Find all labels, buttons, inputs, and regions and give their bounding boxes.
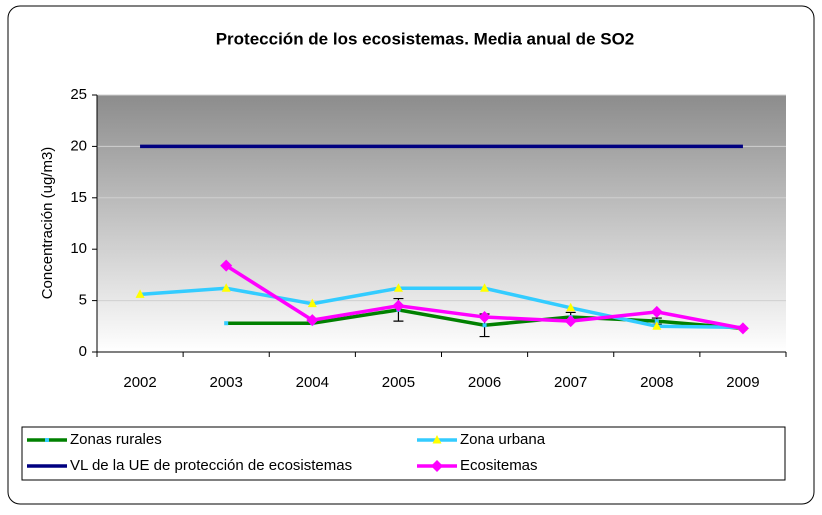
marker <box>736 322 749 335</box>
marker <box>566 302 576 312</box>
marker <box>307 298 317 308</box>
legend <box>21 426 786 481</box>
y-tick-label: 0 <box>79 343 87 360</box>
series-line <box>139 286 743 330</box>
marker <box>650 305 663 318</box>
x-tick-label: 2006 <box>468 374 501 391</box>
marker <box>480 283 490 292</box>
y-tick-label: 15 <box>70 189 87 206</box>
x-tick-label: 2004 <box>296 374 329 391</box>
marker <box>652 321 662 330</box>
y-tick-label: 25 <box>70 86 87 103</box>
marker <box>392 299 405 312</box>
legend-label: Zonas rurales <box>70 431 162 448</box>
marker <box>482 323 487 328</box>
marker <box>220 259 233 272</box>
x-tick-label: 2009 <box>726 374 759 391</box>
y-axis-label: Concentración (ug/m3) <box>39 147 56 300</box>
x-tick-label: 2002 <box>123 374 156 391</box>
marker <box>135 289 145 298</box>
x-tick-label: 2005 <box>382 374 415 391</box>
marker <box>393 283 403 292</box>
marker <box>306 314 319 327</box>
y-tick-label: 5 <box>79 292 87 309</box>
marker <box>221 283 231 292</box>
marker <box>654 319 659 324</box>
marker <box>431 460 443 472</box>
y-tick-label: 20 <box>70 137 87 154</box>
marker <box>478 311 491 324</box>
marker <box>564 315 577 328</box>
x-tick-label: 2003 <box>210 374 243 391</box>
legend-label: Ecositemas <box>460 457 538 474</box>
legend-label: Zona urbana <box>460 431 546 448</box>
x-tick-label: 2007 <box>554 374 587 391</box>
x-tick-label: 2008 <box>640 374 673 391</box>
marker <box>224 321 229 326</box>
plot-area <box>97 95 786 352</box>
y-tick-label: 10 <box>70 240 87 257</box>
chart-title: Protección de los ecosistemas. Media anu… <box>216 29 635 48</box>
legend-label: VL de la UE de protección de ecosistemas <box>70 457 352 474</box>
marker <box>432 435 442 444</box>
marker <box>45 438 49 442</box>
